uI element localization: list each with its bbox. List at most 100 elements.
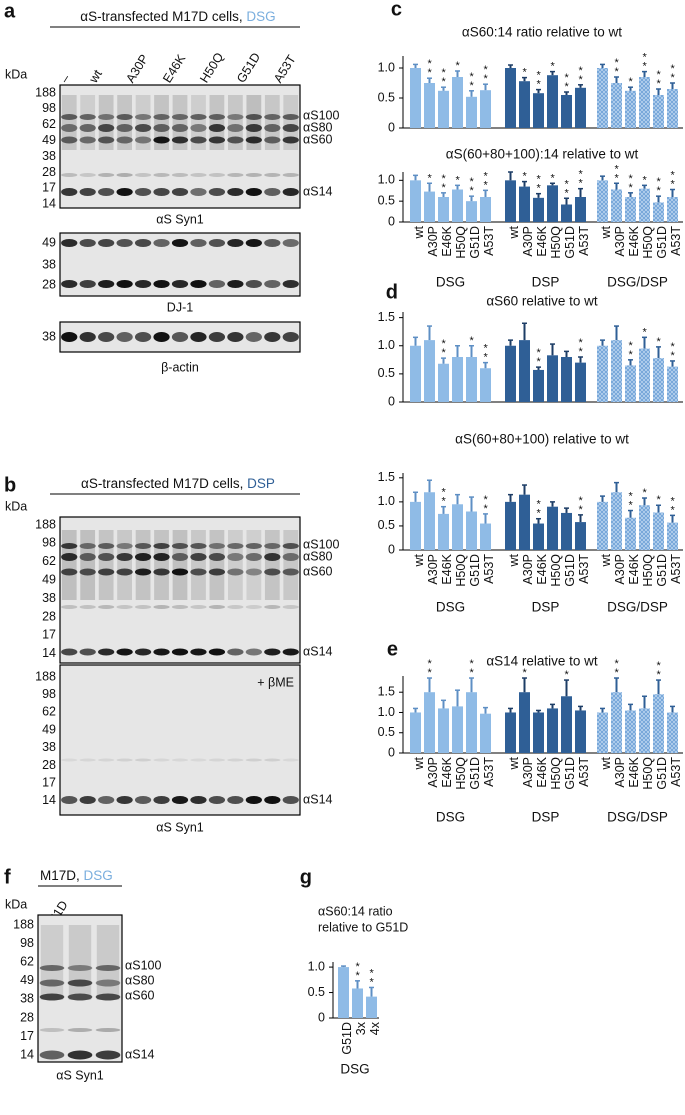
blot-band [116,796,133,804]
bar [547,75,558,128]
blot-band [134,124,152,132]
blot-band [282,280,299,288]
blot-band [282,124,299,132]
blot-band [208,239,226,247]
y-tick-label: 0 [388,394,395,408]
blot-smear [283,95,299,150]
blot-band [61,136,78,144]
band-label: αS14 [303,792,333,806]
bar [667,712,678,753]
blot-band [98,543,115,549]
x-tick-label: 4x [368,1021,382,1035]
blot-band [190,280,207,288]
y-tick-label: 1.0 [378,494,395,508]
antibody-label: αS Syn1 [156,212,204,226]
blot-band [79,114,96,120]
kda-label: kDa [5,67,27,81]
blot-header: M17D, DSG [40,868,113,883]
significance: * [452,174,464,183]
blot-band [134,280,152,288]
bar [611,189,622,222]
x-tick-label: G51D [563,554,577,587]
y-tick-label: 1.0 [378,173,395,187]
bar [424,492,435,550]
blot-smear [172,530,188,600]
lane-label: E46K [160,51,188,85]
panel-label: d [386,281,398,303]
blot-band [282,796,299,804]
blot-band [264,239,281,247]
bar [575,197,586,222]
blot-band [153,332,170,342]
blot-band [245,605,262,609]
lane-label: A53T [271,52,299,85]
x-tick-label: G51D [340,1022,354,1055]
bar [575,362,586,402]
kda-marker: 62 [42,705,56,719]
blot-band [227,280,244,288]
blot-band [134,543,152,549]
kda-marker: 28 [42,609,56,623]
x-tick-label: A53T [577,226,591,256]
blot-band [245,332,262,342]
significance: * [639,174,651,183]
blot-band [98,124,115,132]
blot-band [98,114,115,120]
blot-band [208,553,226,561]
x-tick-label: E46K [535,553,549,584]
x-tick-label: A53T [669,226,683,256]
x-tick-label: H50Q [549,554,563,587]
kda-marker: 38 [42,149,56,163]
x-tick-label: E46K [440,553,454,584]
blot-band [171,124,189,132]
y-tick-label: 0 [388,745,395,759]
significance: ** [625,173,637,191]
bar [424,692,435,753]
blot-band [79,280,96,288]
blot-band [245,188,262,196]
kda-marker: 17 [20,1029,34,1043]
significance: ** [653,660,665,678]
blot-band [171,605,189,609]
y-tick-label: 0 [318,1010,325,1024]
blot-membrane [59,664,301,816]
blot-smear [209,530,225,600]
blot-band [61,124,78,132]
y-tick-label: 0.5 [378,193,395,207]
blot-band [190,114,207,120]
bar [533,197,544,222]
bar [575,710,586,753]
kda-marker: 49 [42,235,56,249]
blot-band [264,136,281,144]
kda-marker: 14 [42,197,56,211]
blot-band [61,605,78,609]
blot-smear [191,530,206,600]
blot-band [227,239,244,247]
blot-band [171,543,189,549]
kda-marker: 28 [42,165,56,179]
blot-band [190,568,207,576]
x-tick-label: H50Q [641,554,655,587]
blot-smear [135,530,151,600]
band-label: αS60 [303,564,333,578]
x-tick-label: H50Q [454,554,468,587]
blot-band [61,239,78,247]
blot-band [282,173,299,177]
bar [505,501,516,550]
bar [639,77,650,128]
blot-band [245,114,262,120]
blot-band [61,758,78,762]
bar [625,90,636,128]
lane-label: wt [86,67,105,86]
band-label: αS100 [125,958,161,972]
blot-band [171,280,189,288]
blot-band [61,188,78,196]
panel-label: b [4,474,16,496]
blot-band [264,332,281,342]
blot-header-text: αS-transfected M17D cells, [81,476,247,491]
blot-band [208,605,226,609]
blot-band [190,648,207,656]
significance: ** [424,58,436,76]
bar [438,513,449,550]
